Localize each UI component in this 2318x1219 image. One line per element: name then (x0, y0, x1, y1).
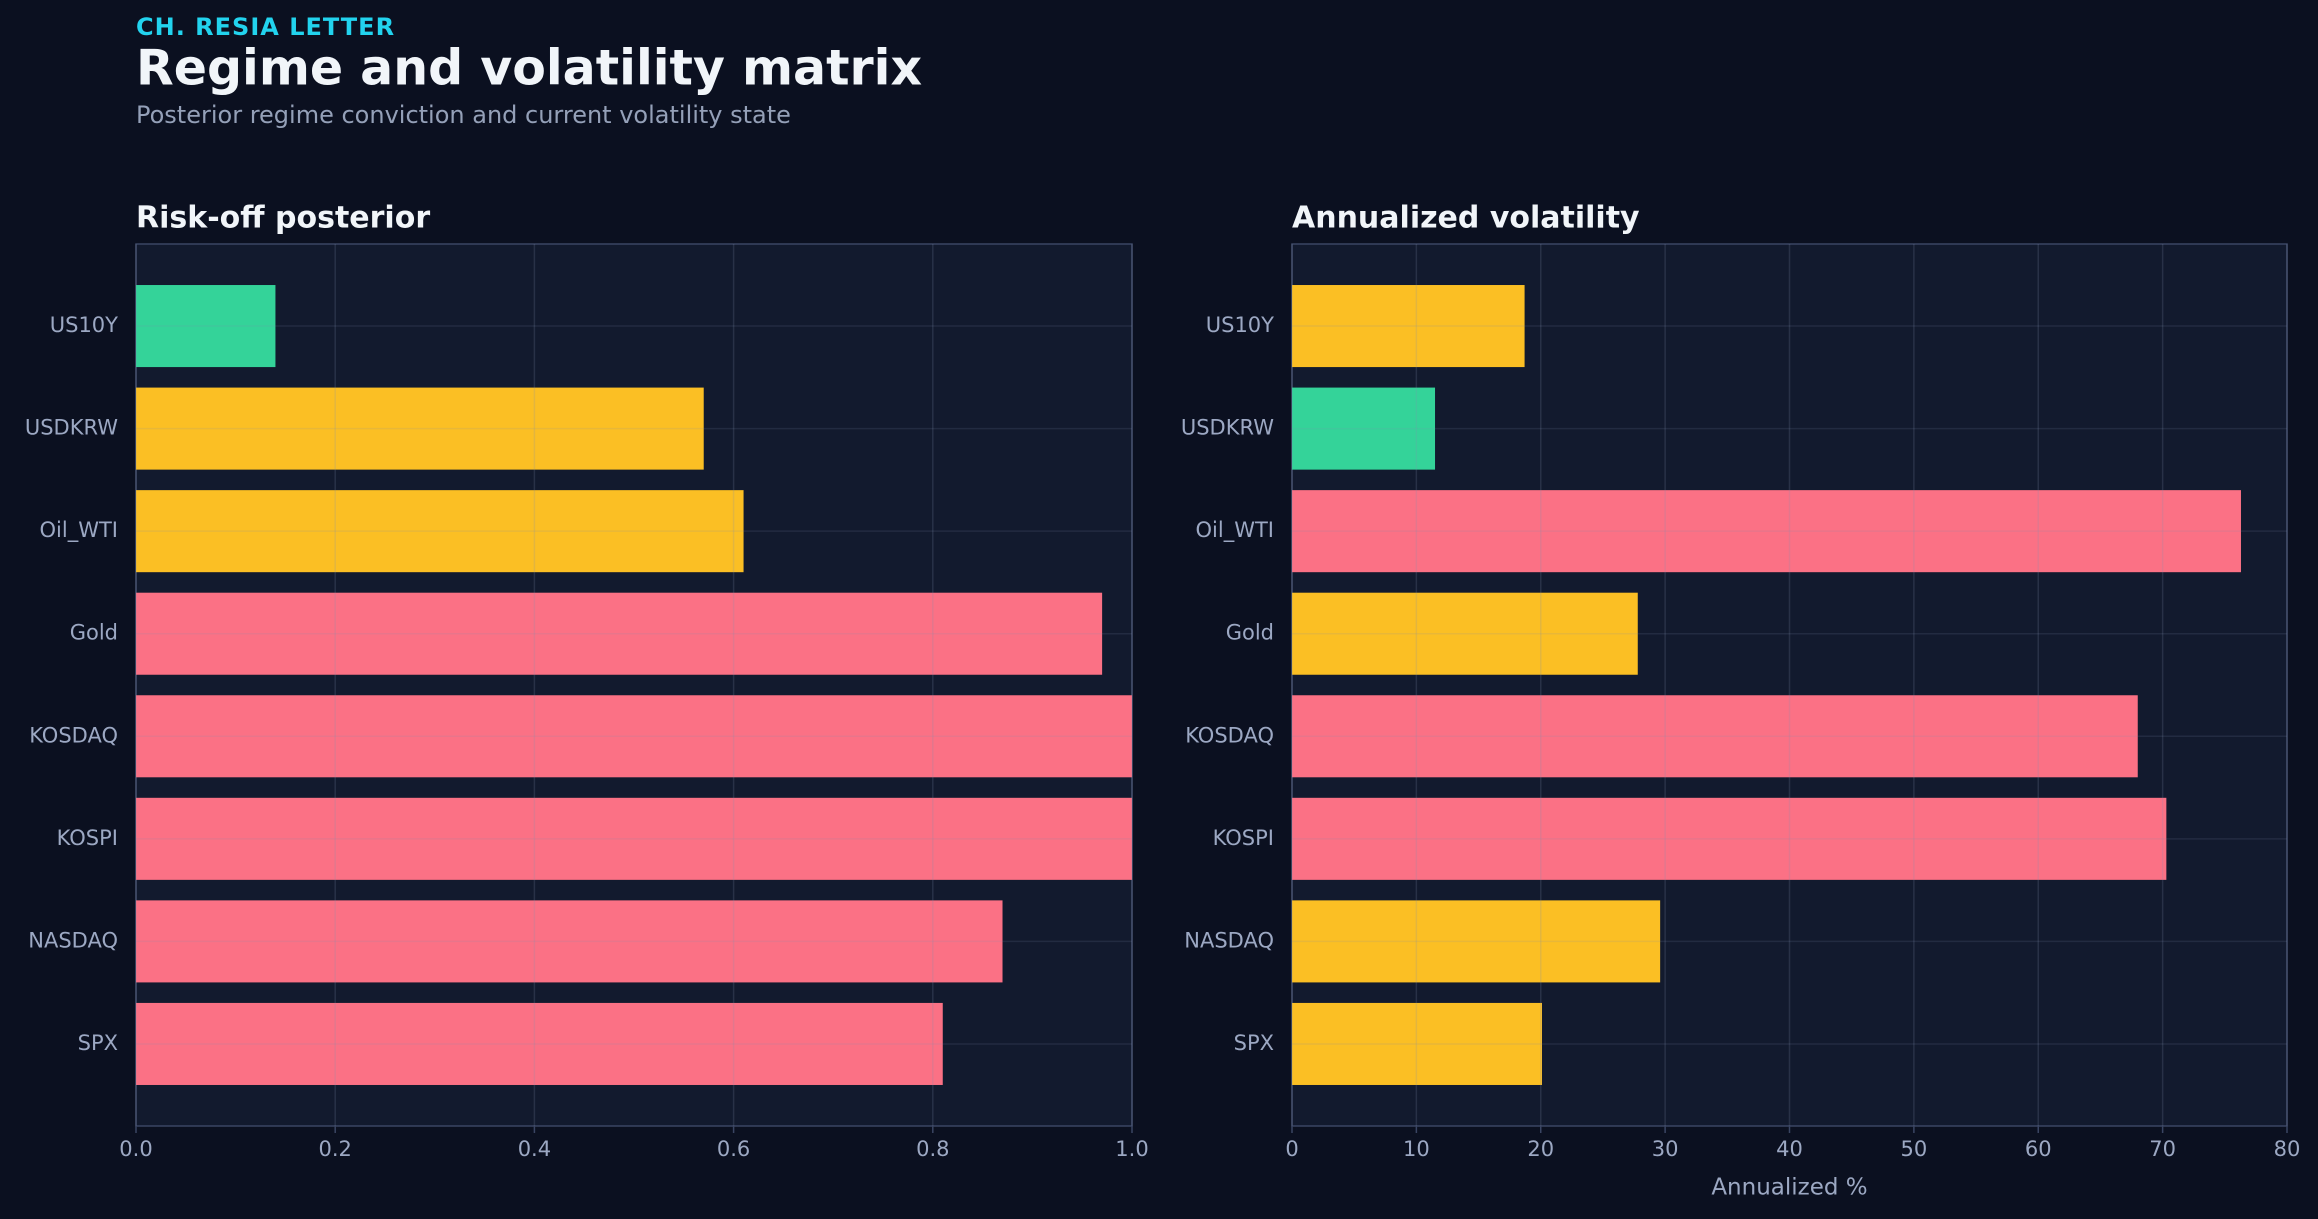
x-tick-label: 0.4 (518, 1137, 551, 1161)
x-tick-label: 0.8 (916, 1137, 949, 1161)
bar (1292, 490, 2241, 573)
y-tick-label: NASDAQ (28, 928, 118, 952)
y-tick-label: KOSPI (57, 826, 118, 850)
y-tick-label: US10Y (50, 313, 118, 337)
bar (1292, 900, 1661, 983)
bar (1292, 387, 1436, 470)
bar (136, 797, 1132, 880)
page-title: Regime and volatility matrix (136, 40, 922, 97)
y-tick-label: Gold (70, 621, 118, 645)
x-tick-label: 70 (2149, 1137, 2176, 1161)
bar (136, 592, 1103, 675)
bar (1292, 592, 1638, 675)
x-tick-label: 10 (1403, 1137, 1430, 1161)
x-tick-label: 0 (1285, 1137, 1298, 1161)
page-subtitle: Posterior regime conviction and current … (136, 101, 791, 129)
x-tick-label: 40 (1776, 1137, 1803, 1161)
bar (1292, 285, 1525, 368)
bar (136, 695, 1132, 778)
y-tick-label: SPX (1234, 1031, 1274, 1055)
y-tick-label: KOSDAQ (29, 723, 118, 747)
panel-title: Annualized volatility (1292, 201, 1640, 236)
bar (1292, 1002, 1542, 1085)
y-tick-label: US10Y (1206, 313, 1274, 337)
y-tick-label: Gold (1226, 621, 1274, 645)
y-tick-label: USDKRW (1181, 416, 1274, 440)
bar (136, 490, 744, 573)
x-tick-label: 60 (2025, 1137, 2052, 1161)
x-tick-label: 0.0 (119, 1137, 152, 1161)
x-tick-label: 0.6 (717, 1137, 750, 1161)
y-tick-label: USDKRW (25, 416, 118, 440)
bar (136, 285, 276, 368)
y-tick-label: KOSPI (1213, 826, 1274, 850)
x-tick-label: 0.2 (318, 1137, 351, 1161)
x-tick-label: 20 (1527, 1137, 1554, 1161)
x-axis-label: Annualized % (1711, 1175, 1867, 1201)
kicker: CH. RESIA LETTER (136, 13, 395, 41)
y-tick-label: KOSDAQ (1185, 723, 1274, 747)
bar (1292, 695, 2138, 778)
bar (1292, 797, 2167, 880)
y-tick-label: Oil_WTI (40, 518, 118, 543)
panel-title: Risk-off posterior (136, 201, 430, 236)
x-tick-label: 50 (1901, 1137, 1928, 1161)
x-tick-label: 80 (2274, 1137, 2301, 1161)
x-tick-label: 1.0 (1115, 1137, 1148, 1161)
bar (136, 387, 704, 470)
y-tick-label: NASDAQ (1184, 928, 1274, 952)
plot-area (135, 243, 1133, 1127)
bar (136, 900, 1003, 983)
x-tick-label: 30 (1652, 1137, 1679, 1161)
y-tick-label: SPX (78, 1031, 118, 1055)
y-tick-label: Oil_WTI (1196, 518, 1274, 543)
bar (136, 1002, 943, 1085)
